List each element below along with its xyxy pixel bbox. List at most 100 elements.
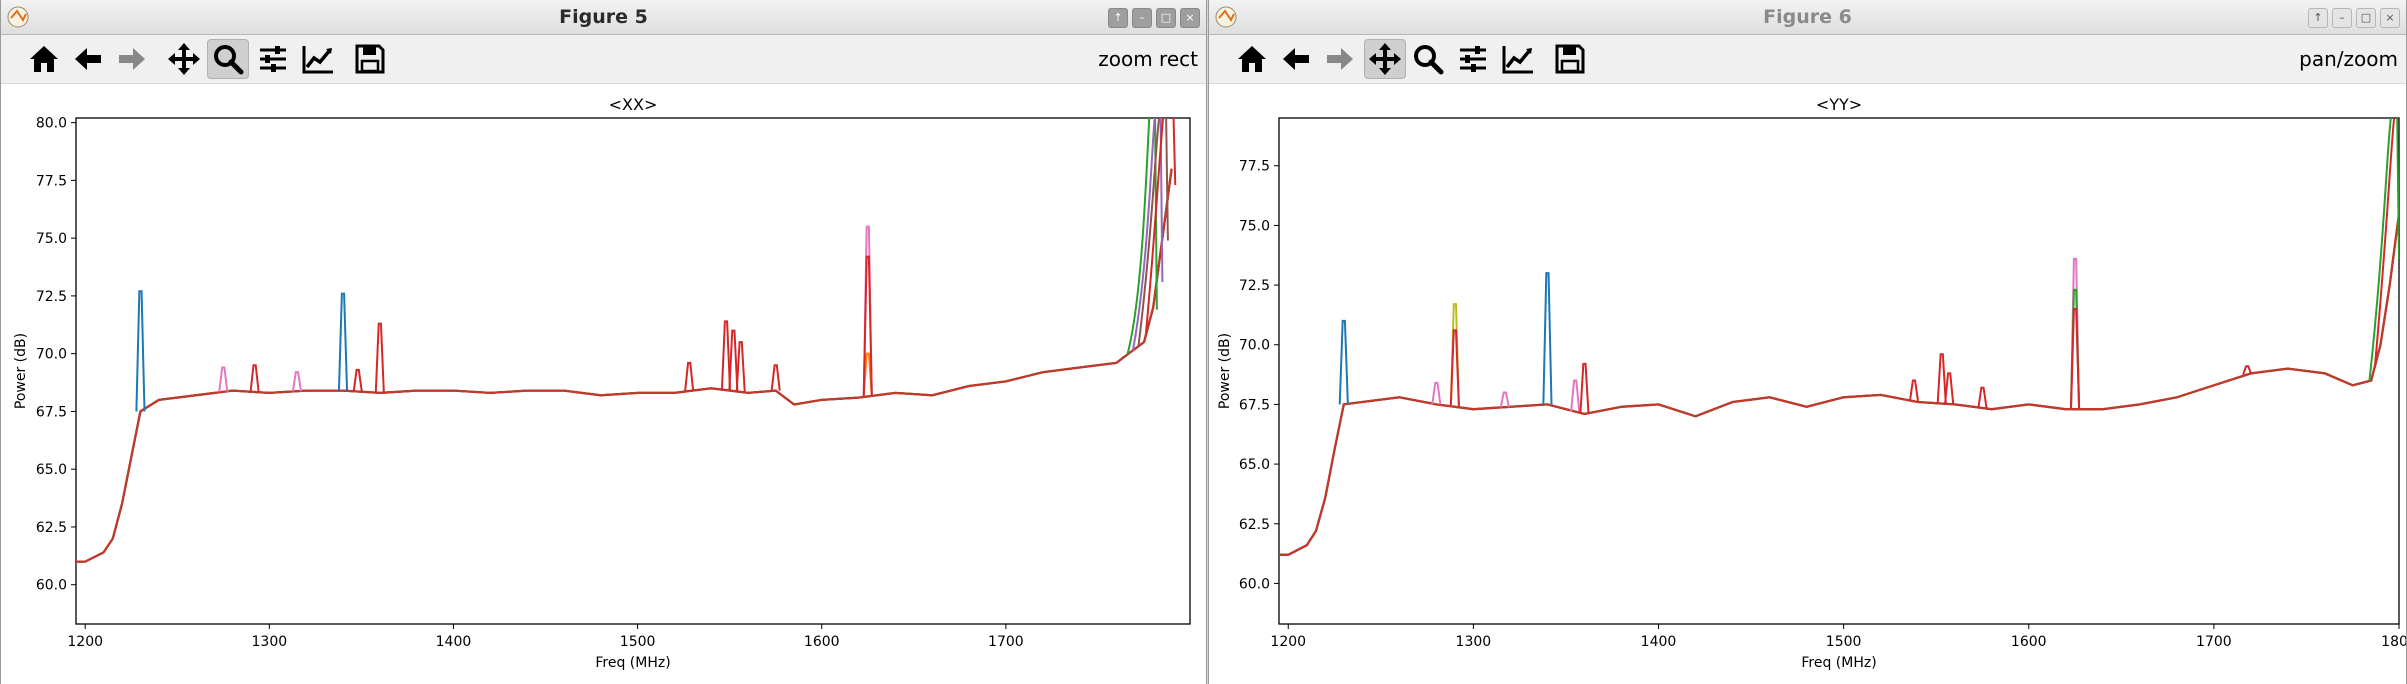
title-bar[interactable]: Figure 6 ↑ – □ × <box>1209 0 2406 35</box>
app-icon <box>1215 6 1237 28</box>
figure-5-window: Figure 5 ↑ – □ × zoo <box>0 0 1207 684</box>
axis-ticks: 1200 1300 1400 1500 1600 1700 60.0 62.5 65.0 67.5… <box>36 116 1024 650</box>
baseline-series <box>76 168 1173 563</box>
keep-above-button[interactable]: ↑ <box>2308 8 2328 28</box>
arrow-right-icon <box>1327 48 1353 70</box>
minimize-button[interactable]: – <box>2332 8 2352 28</box>
x-tick-label: 1700 <box>2196 634 2232 650</box>
floppy-disk-icon <box>1555 44 1585 74</box>
axis-ticks: 1200 1300 1400 1500 1600 1700 1800 60.0 62.5 65.0… <box>1239 159 2406 650</box>
xx-power-chart[interactable]: <XX> Freq (MHz) Power (dB) 1200 1300 1400 1… <box>1 84 1206 684</box>
home-button[interactable] <box>1231 39 1273 79</box>
y-tick-label: 60.0 <box>1239 576 1270 592</box>
y-tick-label: 75.0 <box>36 231 67 247</box>
x-tick-label: 1200 <box>67 634 103 650</box>
save-button[interactable] <box>1549 39 1591 79</box>
configure-subplots-button[interactable] <box>252 39 294 79</box>
series-lines <box>1279 118 2399 556</box>
edge-series-line <box>2373 118 2396 367</box>
line-chart-icon <box>302 46 333 74</box>
y-tick-label: 70.0 <box>1239 338 1270 354</box>
edit-axes-button[interactable] <box>297 39 339 79</box>
y-tick-label: 72.5 <box>1239 278 1270 294</box>
spike-line <box>1944 372 1955 405</box>
x-tick-label: 1400 <box>436 634 472 650</box>
maximize-button[interactable]: □ <box>1156 8 1176 28</box>
spike-line <box>1936 353 1947 404</box>
spike-line <box>862 255 873 397</box>
y-tick-label: 67.5 <box>1239 397 1270 413</box>
floppy-disk-icon <box>355 44 385 74</box>
spike-line <box>291 371 302 392</box>
magnifier-icon <box>1414 45 1444 75</box>
y-tick-label: 72.5 <box>36 289 67 305</box>
pan-button[interactable] <box>1364 39 1406 79</box>
y-tick-label: 75.0 <box>1239 218 1270 234</box>
edge-series-line <box>1137 118 1169 347</box>
keep-above-button[interactable]: ↑ <box>1108 8 1128 28</box>
forward-button[interactable] <box>111 39 153 79</box>
y-tick-label: 77.5 <box>1239 159 1270 175</box>
spike-line <box>1338 319 1349 405</box>
spike-line <box>135 290 146 412</box>
home-icon <box>1238 46 1266 72</box>
spike-line <box>337 292 349 391</box>
spike-line <box>728 329 739 392</box>
spike-line <box>2242 365 2253 375</box>
y-tick-label: 62.5 <box>36 520 67 536</box>
zoom-button[interactable] <box>207 39 249 79</box>
y-tick-label: 70.0 <box>36 347 67 363</box>
minimize-button[interactable]: – <box>1132 8 1152 28</box>
y-tick-label: 65.0 <box>1239 457 1270 473</box>
back-button[interactable] <box>1275 39 1317 79</box>
close-button[interactable]: × <box>2380 8 2400 28</box>
edge-series-line <box>2368 118 2399 382</box>
maximize-button[interactable]: □ <box>2356 8 2376 28</box>
spike-line <box>1542 272 1553 405</box>
title-bar[interactable]: Figure 5 ↑ – □ × <box>1 0 1206 35</box>
baseline-series <box>76 168 1173 563</box>
plot-canvas[interactable]: <YY> Freq (MHz) Power (dB) 1200 1300 1400 1… <box>1209 84 2406 684</box>
spike-line <box>1431 381 1442 405</box>
edit-axes-button[interactable] <box>1497 39 1539 79</box>
x-tick-label: 1300 <box>1456 634 1492 650</box>
x-axis-label: Freq (MHz) <box>1801 655 1876 671</box>
y-tick-label: 67.5 <box>36 404 67 420</box>
x-tick-label: 1500 <box>620 634 656 650</box>
sliders-icon <box>1460 46 1486 72</box>
spike-line <box>684 361 695 392</box>
pan-button[interactable] <box>163 39 205 79</box>
spike-line <box>249 364 260 393</box>
spike-line <box>770 364 781 391</box>
pan-icon <box>168 43 200 75</box>
nav-toolbar: pan/zoom <box>1209 35 2406 84</box>
window-title: Figure 6 <box>1763 6 1852 28</box>
baseline-series <box>1279 213 2399 556</box>
baseline-series <box>1279 213 2399 556</box>
home-button[interactable] <box>23 39 65 79</box>
chart-title: <XX> <box>609 95 658 114</box>
x-tick-label: 1300 <box>252 634 288 650</box>
spike-line <box>2069 307 2081 410</box>
baseline-series <box>76 168 1173 563</box>
configure-subplots-button[interactable] <box>1452 39 1494 79</box>
app-icon <box>7 6 29 28</box>
y-tick-label: 77.5 <box>36 173 67 189</box>
yy-power-chart[interactable]: <YY> Freq (MHz) Power (dB) 1200 1300 1400 1… <box>1209 84 2406 684</box>
arrow-left-icon <box>1283 48 1309 70</box>
sliders-icon <box>260 46 286 72</box>
y-tick-label: 62.5 <box>1239 517 1270 533</box>
zoom-button[interactable] <box>1407 39 1449 79</box>
close-button[interactable]: × <box>1180 8 1200 28</box>
edge-series-line <box>1144 118 1177 336</box>
spike-line <box>720 320 732 391</box>
baseline-series <box>76 168 1173 563</box>
x-tick-label: 1600 <box>2011 634 2047 650</box>
save-button[interactable] <box>349 39 391 79</box>
forward-button[interactable] <box>1319 39 1361 79</box>
spike-line <box>1570 379 1581 412</box>
back-button[interactable] <box>67 39 109 79</box>
edge-series-line <box>1131 118 1164 351</box>
spike-line <box>735 341 746 393</box>
plot-canvas[interactable]: <XX> Freq (MHz) Power (dB) 1200 1300 1400 1… <box>1 84 1206 684</box>
